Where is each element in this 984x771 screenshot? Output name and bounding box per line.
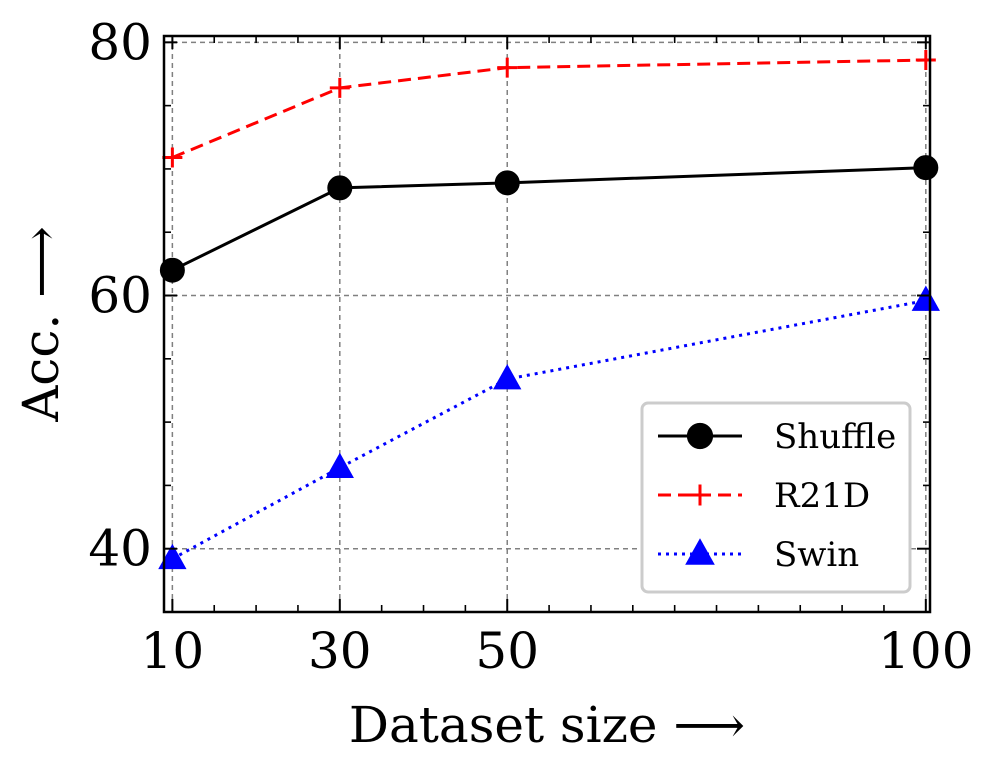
legend-item-swin: Swin [658,535,859,575]
series-layer [158,50,940,570]
data-point-r21d [497,57,518,78]
data-point-swin [911,285,940,311]
data-point-swin [493,364,522,390]
data-point-swin [158,543,187,570]
y-tick-label: 40 [88,520,152,578]
x-tick-label: 30 [308,622,372,680]
series-shuffle [159,155,939,283]
series-line-shuffle [171,166,926,272]
legend-label: R21D [774,476,870,516]
y-tick-label: 80 [88,13,152,71]
legend-label: Swin [774,535,859,575]
x-tick-label: 10 [141,622,205,680]
series-line-r21d [171,58,926,159]
legend-marker-swin [685,538,715,565]
legend-item-r21d: R21D [658,476,870,516]
series-line-swin [171,299,927,561]
x-axis-label: Dataset size ⟶ [349,696,745,754]
data-point-shuffle [327,175,353,201]
data-point-shuffle [494,170,520,196]
legend-label: Shuffle [774,417,896,457]
series-r21d [162,50,936,168]
data-point-swin [325,452,354,478]
data-point-shuffle [159,257,185,283]
data-point-r21d [329,77,350,98]
data-point-shuffle [913,155,939,181]
x-tick-label: 100 [878,622,973,680]
tick-labels: 10 30 50 100 40 60 80 [88,13,973,680]
legend-marker-r21d [689,484,711,506]
y-tick-label: 60 [88,267,152,325]
legend-item-shuffle: Shuffle [658,417,896,457]
legend-marker-shuffle [686,422,714,450]
data-point-r21d [915,50,936,71]
data-point-r21d [162,147,183,168]
series-swin [158,285,940,570]
x-tick-label: 50 [475,622,539,680]
axis-ticks [164,36,930,613]
legend: Shuffle R21D Swin [640,401,912,594]
legend-box [640,401,912,594]
y-axis-label: Acc. ⟶ [12,226,70,423]
grid-lines [164,36,930,612]
plot-frame [162,34,932,614]
